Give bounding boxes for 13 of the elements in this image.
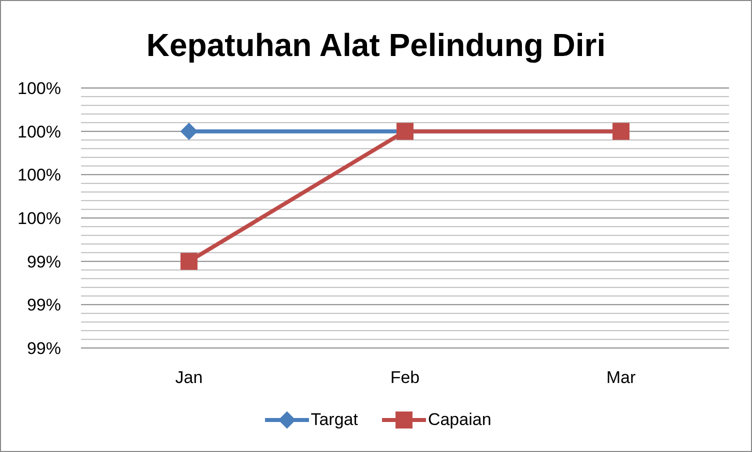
y-tick-label: 99% [26,296,61,315]
x-tick-label: Mar [606,368,636,388]
legend-label: Targat [310,410,358,430]
x-tick-label: Feb [390,368,420,388]
y-tick-label: 100% [18,122,61,142]
y-tick-label: 99% [26,252,61,272]
x-tick-label: Jan [175,368,203,388]
y-tick-label: 99% [26,339,61,358]
y-tick-label: 100% [18,209,61,228]
y-tick-label: 100% [18,166,61,185]
y-tick-label: 100% [18,79,61,98]
legend-label: Capaian [428,410,492,430]
chart-title: Kepatuhan Alat Pelindung Diri [145,26,607,64]
